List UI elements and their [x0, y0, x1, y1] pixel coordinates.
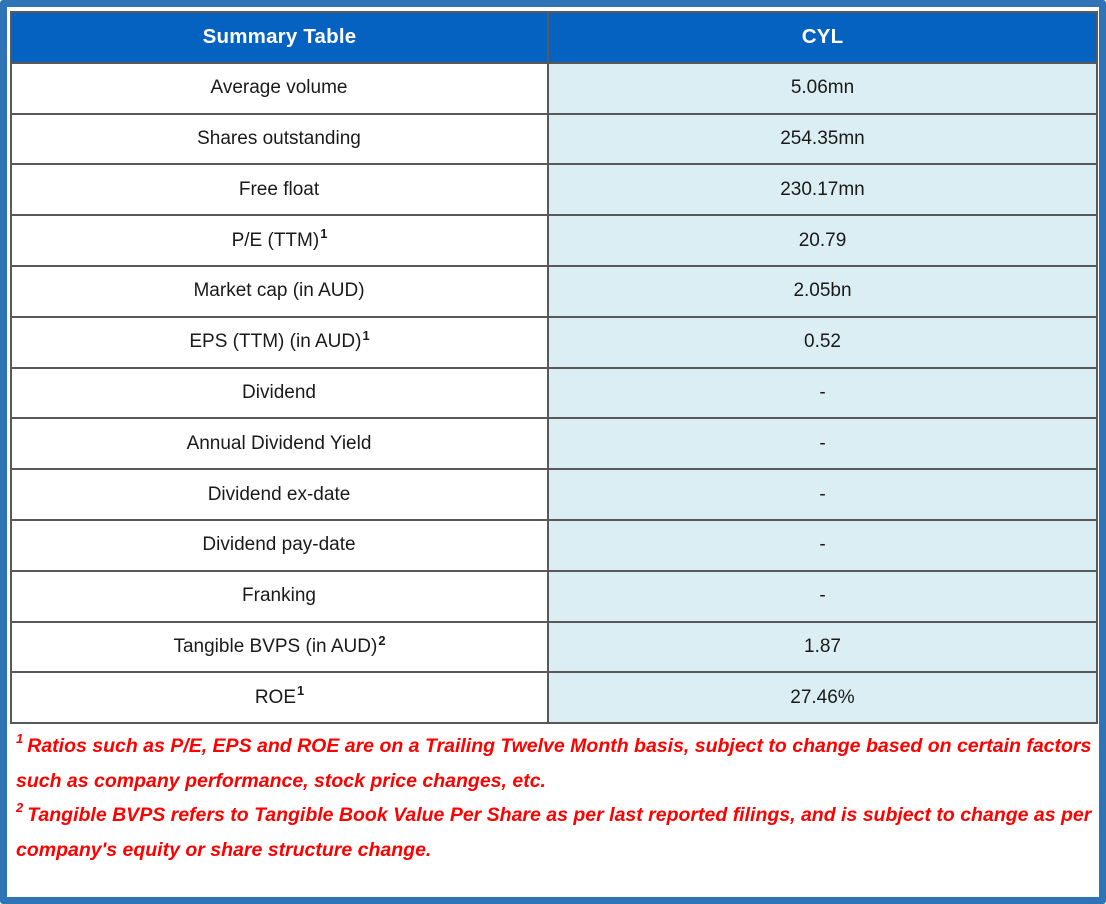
table-row: EPS (TTM) (in AUD)1 0.52: [10, 315, 1098, 369]
table-row: Dividend -: [10, 366, 1098, 420]
footnote-ref: 1: [362, 327, 370, 343]
table-row: Franking -: [10, 569, 1098, 623]
table-row: ROE1 27.46%: [10, 671, 1098, 725]
row-label: Shares outstanding: [10, 112, 549, 166]
table-row: Market cap (in AUD) 2.05bn: [10, 264, 1098, 318]
table-row: Average volume 5.06mn: [10, 61, 1098, 115]
row-value: -: [547, 468, 1098, 521]
footnote-ref: 1: [320, 226, 328, 242]
row-label: Tangible BVPS (in AUD)2: [10, 620, 549, 674]
table-header-row: Summary Table CYL: [10, 11, 1098, 64]
table-row: Annual Dividend Yield -: [10, 417, 1098, 471]
row-label: Dividend pay-date: [10, 518, 549, 572]
header-summary-table: Summary Table: [10, 11, 549, 64]
row-value: -: [547, 569, 1098, 623]
row-value: 5.06mn: [547, 61, 1098, 115]
row-value: 1.87: [547, 620, 1098, 674]
table-row: Tangible BVPS (in AUD)2 1.87: [10, 620, 1098, 674]
row-label: Dividend: [10, 366, 549, 420]
row-value: 230.17mn: [547, 163, 1098, 217]
row-value: 0.52: [547, 315, 1098, 369]
table-row: P/E (TTM)1 20.79: [10, 214, 1098, 267]
row-value: -: [547, 417, 1098, 471]
table-row: Dividend ex-date -: [10, 468, 1098, 521]
row-value: 27.46%: [547, 671, 1098, 725]
footnote-1-marker: 1: [16, 730, 24, 746]
row-label: EPS (TTM) (in AUD)1: [10, 315, 549, 369]
row-label: Market cap (in AUD): [10, 264, 549, 318]
row-value: 2.05bn: [547, 264, 1098, 318]
row-value: 254.35mn: [547, 112, 1098, 166]
row-label: ROE1: [10, 671, 549, 725]
footnote-2-marker: 2: [16, 799, 24, 815]
row-value: -: [547, 366, 1098, 420]
table-row: Shares outstanding 254.35mn: [10, 112, 1098, 166]
row-label: P/E (TTM)1: [10, 214, 549, 267]
row-label: Average volume: [10, 61, 549, 115]
header-ticker: CYL: [547, 11, 1098, 64]
row-label: Free float: [10, 163, 549, 217]
table-row: Dividend pay-date -: [10, 518, 1098, 572]
footnote-1: 1 Ratios such as P/E, EPS and ROE are on …: [16, 729, 1100, 798]
table-row: Free float 230.17mn: [10, 163, 1098, 217]
footnote-ref: 2: [378, 632, 386, 648]
footnote-1-text: Ratios such as P/E, EPS and ROE are on a…: [16, 735, 1092, 792]
row-label: Franking: [10, 569, 549, 623]
footnote-2-text: Tangible BVPS refers to Tangible Book Va…: [16, 804, 1092, 861]
footnote-ref: 1: [297, 683, 305, 699]
footnote-2: 2 Tangible BVPS refers to Tangible Book V…: [16, 798, 1100, 867]
row-label: Annual Dividend Yield: [10, 417, 549, 471]
summary-panel: Summary Table CYL Average volume 5.06mn …: [7, 7, 1099, 867]
row-value: -: [547, 518, 1098, 572]
footnotes: 1 Ratios such as P/E, EPS and ROE are on …: [10, 724, 1104, 867]
row-label: Dividend ex-date: [10, 468, 549, 521]
summary-table: Summary Table CYL Average volume 5.06mn …: [10, 11, 1098, 725]
row-value: 20.79: [547, 214, 1098, 267]
